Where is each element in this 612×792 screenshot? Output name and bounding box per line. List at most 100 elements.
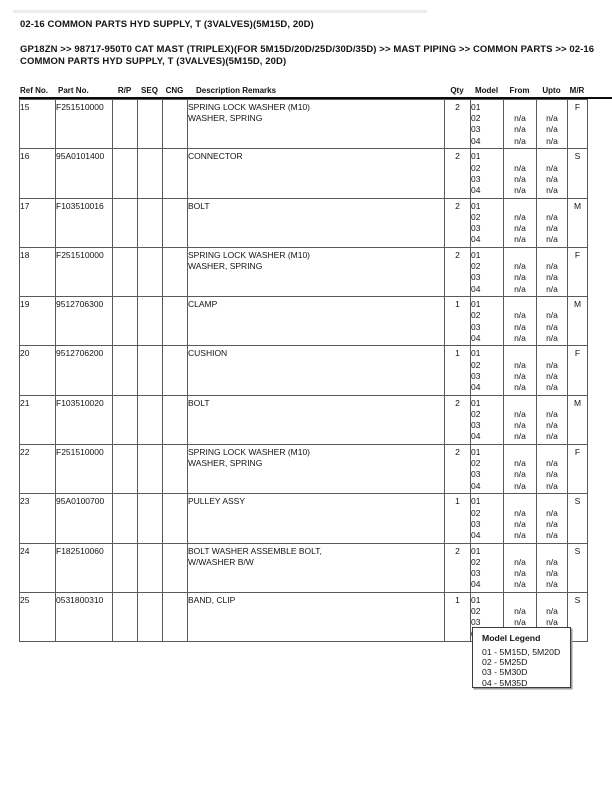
table-row: 18 F251510000 SPRING LOCK WASHER (M10) WAS… <box>19 246 588 298</box>
cell-part-no: F182510060 <box>55 542 113 593</box>
page-title: 02-16 COMMON PARTS HYD SUPPLY, T (3VALVE… <box>20 19 314 30</box>
cell-cng <box>162 98 188 150</box>
cell-seq <box>137 444 163 495</box>
cell-mr: S <box>567 148 588 199</box>
cell-part-no: 95A0101400 <box>55 148 113 199</box>
cell-ref-no: 25 <box>19 591 56 643</box>
cell-ref-no: 19 <box>19 296 56 347</box>
cell-qty: 2 <box>444 542 471 593</box>
cell-ref-no: 18 <box>19 246 56 298</box>
cell-mr: F <box>567 246 588 298</box>
cell-rp <box>112 148 138 199</box>
parts-table: 15 F251510000 SPRING LOCK WASHER (M10) WAS… <box>19 98 588 643</box>
cell-ref-no: 17 <box>19 197 56 248</box>
cell-seq <box>137 542 163 593</box>
cell-ref-no: 16 <box>19 148 56 199</box>
cell-seq <box>137 197 163 248</box>
cell-qty: 2 <box>444 246 471 298</box>
cell-rp <box>112 345 138 396</box>
cell-qty: 1 <box>444 493 471 544</box>
cell-seq <box>137 394 163 446</box>
cell-ref-no: 23 <box>19 493 56 544</box>
model-legend-items: 01 - 5M15D, 5M20D 02 - 5M25D 03 - 5M30D 04 … <box>482 647 570 689</box>
cell-part-no: 0531800310 <box>55 591 113 643</box>
cell-seq <box>137 148 163 199</box>
cell-mr: F <box>567 345 588 396</box>
cell-part-no: 95A0100700 <box>55 493 113 544</box>
cell-part-no: 9512706300 <box>55 296 113 347</box>
cell-qty: 1 <box>444 591 471 643</box>
cell-qty: 1 <box>444 345 471 396</box>
cell-ref-no: 20 <box>19 345 56 396</box>
cell-part-no: F251510000 <box>55 246 113 298</box>
model-legend-item: 01 - 5M15D, 5M20D <box>482 646 561 657</box>
cell-description: SPRING LOCK WASHER (M10) WASHER, SPRING <box>187 98 445 150</box>
cell-rp <box>112 246 138 298</box>
table-row: 20 9512706200 CUSHION 1 01 02 03 04 n/a n/a n/a … <box>19 345 588 396</box>
cell-cng <box>162 493 188 544</box>
column-header-part-no: Part No. <box>58 86 89 95</box>
model-legend-item: 04 - 5M35D <box>482 677 528 688</box>
cell-rp <box>112 98 138 150</box>
cell-mr: S <box>567 591 588 643</box>
table-row: 22 F251510000 SPRING LOCK WASHER (M10) WAS… <box>19 444 588 495</box>
cell-description: PULLEY ASSY <box>187 493 445 544</box>
model-legend-item: 03 - 5M30D <box>482 667 528 678</box>
cell-description: CLAMP <box>187 296 445 347</box>
parts-table-body: 15 F251510000 SPRING LOCK WASHER (M10) WAS… <box>19 98 588 643</box>
cell-description: SPRING LOCK WASHER (M10) WASHER, SPRING <box>187 246 445 298</box>
model-legend: Model Legend 01 - 5M15D, 5M20D 02 - 5M25D… <box>472 627 571 688</box>
breadcrumb-line: COMMON PARTS HYD SUPPLY, T (3VALVES)(5M1… <box>20 56 287 68</box>
cell-rp <box>112 493 138 544</box>
cell-seq <box>137 345 163 396</box>
cell-description: CONNECTOR <box>187 148 445 199</box>
cell-qty: 2 <box>444 444 471 495</box>
cell-rp <box>112 591 138 643</box>
scan-artifact-band <box>13 10 427 13</box>
column-header-cng: CNG <box>165 86 184 95</box>
table-row: 17 F103510016 BOLT 2 01 02 03 04 n/a n/a n/a n/a… <box>19 197 588 248</box>
table-column-headers: Ref No. Part No. R/P SEQ CNG Description… <box>19 86 587 96</box>
column-header-mr: M/R <box>569 86 585 95</box>
table-row: 16 95A0101400 CONNECTOR 2 01 02 03 04 n/a n/a n/… <box>19 148 588 199</box>
cell-ref-no: 22 <box>19 444 56 495</box>
cell-qty: 2 <box>444 148 471 199</box>
cell-rp <box>112 542 138 593</box>
cell-cng <box>162 394 188 446</box>
breadcrumb: GP18ZN >> 98717-950T0 CAT MAST (TRIPLEX)… <box>20 44 594 69</box>
cell-rp <box>112 197 138 248</box>
model-legend-title: Model Legend <box>482 633 541 643</box>
cell-seq <box>137 98 163 150</box>
cell-description: CUSHION <box>187 345 445 396</box>
cell-qty: 1 <box>444 296 471 347</box>
cell-seq <box>137 591 163 643</box>
cell-qty: 2 <box>444 98 471 150</box>
cell-ref-no: 15 <box>19 98 56 150</box>
table-row: 24 F182510060 BOLT WASHER ASSEMBLE BOLT, W… <box>19 542 588 593</box>
cell-qty: 2 <box>444 394 471 446</box>
cell-rp <box>112 394 138 446</box>
cell-seq <box>137 493 163 544</box>
cell-mr: M <box>567 197 588 248</box>
